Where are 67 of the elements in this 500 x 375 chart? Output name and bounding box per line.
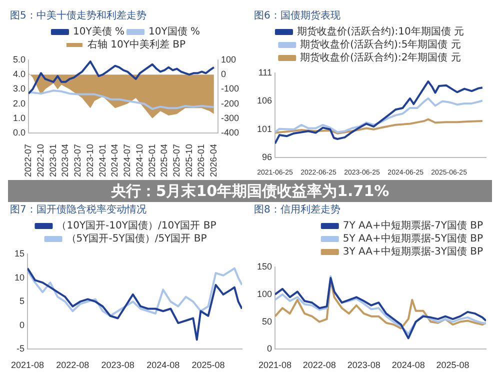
x-tick-label: 2021-08 xyxy=(11,360,44,370)
x-tick-label: 2025-08 xyxy=(436,360,470,370)
y-tick-label: 101 xyxy=(256,124,272,134)
y-tick-label: 3.0 xyxy=(12,84,26,94)
y-tick-label: -5 xyxy=(16,344,25,354)
x-tick-label: 2021-08 xyxy=(258,360,292,370)
x-tick-label: 2025-04 xyxy=(159,144,170,177)
x-tick-label: 2023-08 xyxy=(347,360,380,370)
y2-tick-label: -100 xyxy=(220,84,239,94)
y-tick-label: 15 xyxy=(14,248,25,258)
x-tick-label: 2024-10 xyxy=(134,144,144,177)
y-tick-label: 0.0 xyxy=(12,127,26,138)
legend-label: （5Y国开-5Y国债）/5Y国开 BP xyxy=(66,234,207,245)
y-tick-label: 106 xyxy=(256,96,272,106)
x-tick-label: 2025-01 xyxy=(146,144,157,177)
legend-label: （10Y国开-10Y国债）/10Y国开 BP xyxy=(56,220,216,232)
x-tick-label: 2022-07 xyxy=(22,144,33,177)
x-tick-label: 2026-04 xyxy=(208,144,218,177)
y-tick-label: 100 xyxy=(256,288,272,299)
y2-tick-label: -200 xyxy=(220,98,239,108)
chart-title: 图8：信用利差走势 xyxy=(254,204,340,216)
x-tick-label: 2024-08 xyxy=(146,360,180,370)
x-tick-label: 2023-04 xyxy=(60,144,70,177)
x-tick-label: 2024-07 xyxy=(122,144,132,177)
legend-label: 右轴 10Y中美利差 BP xyxy=(87,38,186,51)
y2-tick-label: 100 xyxy=(220,54,236,64)
y-tick-label: 96 xyxy=(262,152,272,162)
y-tick-label: 5 xyxy=(20,296,25,306)
legend-label: 5Y AA+中短期票据-5Y国债 BP xyxy=(342,232,484,245)
x-tick-label: 2024-04 xyxy=(110,144,120,177)
x-tick-label: 2023-10 xyxy=(84,144,95,177)
legend-label: 10Y国债 % xyxy=(148,26,200,38)
y-tick-label: 111 xyxy=(258,67,272,78)
chart-title: 图5：中美十债走势和利差走势 xyxy=(10,10,146,22)
x-tick-label: 2022-08 xyxy=(302,360,336,370)
x-tick-label: 2022-08 xyxy=(56,360,90,370)
legend-label: 3Y AA+中短期票据-3Y国债 BP xyxy=(342,246,484,258)
x-tick-label: 2023-08 xyxy=(101,360,134,370)
x-tick-label: 2024-01 xyxy=(97,144,108,177)
y-tick-label: 10 xyxy=(14,272,25,282)
y-tick-label: 0 xyxy=(20,320,25,330)
y2-tick-label: 0 xyxy=(220,69,226,80)
y2-tick-label: -400 xyxy=(220,127,239,138)
x-tick-label: 2023-01 xyxy=(48,144,58,177)
y-tick-label: 50 xyxy=(262,316,272,326)
legend-label: 期货收盘价(活跃合约):10年期国债 元 xyxy=(296,26,464,38)
x-tick-label: 2025-10 xyxy=(184,144,194,177)
text: 央行：5月末10年期国债收益率为1.71% xyxy=(8,180,492,202)
y-tick-label: 4.0 xyxy=(12,69,26,80)
chart-title: 图6：国债期货表现 xyxy=(254,10,340,22)
legend-label: 7Y AA+中短期票据-7Y国债 BP xyxy=(342,220,484,232)
y2-tick-label: -300 xyxy=(220,112,239,123)
legend-label: 期货收盘价(活跃合约):5年期国债 元 xyxy=(300,38,461,51)
y-tick-label: 0 xyxy=(267,344,272,354)
x-tick-label: 2022-10 xyxy=(35,144,46,177)
y-tick-label: 5.0 xyxy=(12,54,26,64)
y-tick-label: 2.0 xyxy=(12,98,26,108)
chart-title: 图7：国开债隐含税率变动情况 xyxy=(10,204,146,216)
x-tick-label: 2023-07 xyxy=(72,144,82,177)
x-tick-label: 2025-07 xyxy=(171,144,182,177)
x-tick-label: 2026-01 xyxy=(196,144,206,177)
y-tick-label: 1.0 xyxy=(12,112,26,123)
x-tick-label: 2024-08 xyxy=(392,360,425,370)
x-tick-label: 2025-08 xyxy=(192,360,225,370)
legend-label: 10Y美债 % xyxy=(72,26,124,38)
legend-label: 期货收盘价(活跃合约):2年期国债 元 xyxy=(300,52,461,64)
y-tick-label: 150 xyxy=(256,261,272,272)
